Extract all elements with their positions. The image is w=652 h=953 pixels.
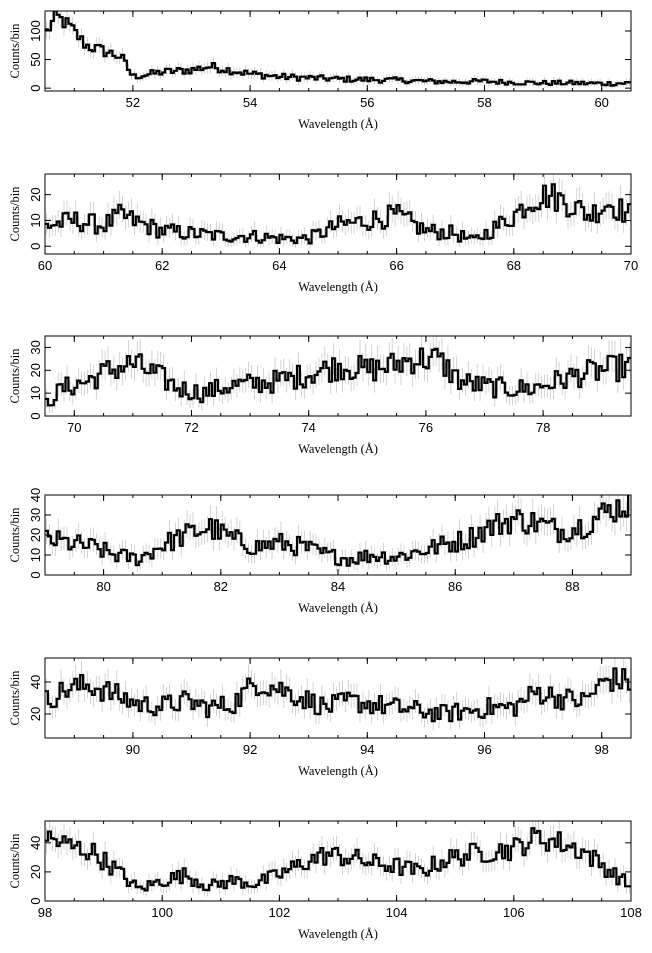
- panel-1-histogram: [45, 11, 631, 87]
- y-tick-label: 30: [28, 508, 43, 522]
- x-axis-title: Wavelength (Å): [298, 280, 378, 294]
- panel-3-histogram: [45, 347, 631, 407]
- x-tick-label: 58: [477, 95, 491, 110]
- y-tick-label: 50: [28, 52, 43, 66]
- x-tick-label: 70: [67, 420, 81, 435]
- x-axis-title: Wavelength (Å): [298, 601, 378, 615]
- panel-5: 90 92 94 96 98 20 40 Wavelength (Å) Counts/bin: [8, 657, 632, 778]
- x-tick-label: 60: [38, 258, 52, 273]
- x-tick-label: 64: [272, 258, 286, 273]
- x-tick-label: 52: [126, 95, 140, 110]
- panel-3: 70 72 74 76 78 0 10 20 30 Wavelength (Å) Counts/bi…: [8, 335, 632, 456]
- y-tick-label: 40: [28, 675, 43, 689]
- y-tick-label: 0: [28, 85, 43, 92]
- panel-5-histogram: [45, 667, 631, 723]
- y-tick-label: 10: [28, 386, 43, 400]
- panel-6: 98 100 102 104 106 108 0 20 40 Wavelength (Å) Coun…: [8, 820, 642, 941]
- x-tick-label: 70: [624, 258, 638, 273]
- y-tick-label: 100: [28, 20, 43, 42]
- x-tick-label: 106: [503, 905, 525, 920]
- y-tick-label: 20: [28, 187, 43, 201]
- y-axis-title: Counts/bin: [8, 670, 22, 726]
- x-tick-label: 88: [565, 579, 579, 594]
- x-tick-label: 62: [155, 258, 169, 273]
- y-tick-label: 20: [28, 707, 43, 721]
- x-axis-title: Wavelength (Å): [298, 927, 378, 941]
- panel-4-error-bars: [46, 495, 630, 573]
- panel-4-histogram: [45, 495, 631, 567]
- y-axis-title: Counts/bin: [8, 833, 22, 889]
- y-axis-title: Counts/bin: [8, 507, 22, 563]
- panel-2: 60 62 64 66 68 70 0 10 20 Wavelength (Å) Counts/bi…: [8, 173, 638, 294]
- x-tick-label: 98: [594, 742, 608, 757]
- x-axis-title: Wavelength (Å): [298, 764, 378, 778]
- x-tick-label: 74: [301, 420, 315, 435]
- y-tick-label: 40: [28, 836, 43, 850]
- y-axis-title: Counts/bin: [8, 23, 22, 79]
- panel-6-frame: [44, 820, 632, 902]
- y-tick-label: 0: [28, 571, 43, 578]
- x-tick-label: 80: [96, 579, 110, 594]
- x-tick-label: 78: [536, 420, 550, 435]
- x-tick-label: 100: [151, 905, 173, 920]
- y-tick-label: 20: [28, 363, 43, 377]
- x-tick-label: 68: [507, 258, 521, 273]
- y-tick-label: 10: [28, 548, 43, 562]
- panel-2-error-bars: [46, 174, 630, 249]
- y-tick-label: 40: [28, 488, 43, 502]
- x-tick-label: 60: [594, 95, 608, 110]
- y-axis-title: Counts/bin: [8, 348, 22, 404]
- x-axis-title: Wavelength (Å): [298, 442, 378, 456]
- x-tick-label: 54: [243, 95, 257, 110]
- y-tick-label: 0: [28, 243, 43, 250]
- x-tick-label: 104: [386, 905, 408, 920]
- y-tick-label: 10: [28, 213, 43, 227]
- panel-2-histogram: [45, 183, 631, 245]
- x-tick-label: 94: [360, 742, 374, 757]
- x-tick-label: 86: [448, 579, 462, 594]
- panel-4-frame: [44, 494, 632, 576]
- x-tick-label: 98: [38, 905, 52, 920]
- panel-1: 52 54 56 58 60 0 50 100 Wavelength (Å) Counts/bin: [8, 10, 632, 131]
- y-tick-label: 0: [28, 897, 43, 904]
- x-tick-label: 84: [331, 579, 345, 594]
- x-tick-label: 108: [620, 905, 642, 920]
- x-axis-title: Wavelength (Å): [298, 117, 378, 131]
- x-tick-label: 76: [419, 420, 433, 435]
- panel-6-histogram: [45, 827, 631, 892]
- x-tick-label: 82: [214, 579, 228, 594]
- x-tick-label: 102: [269, 905, 291, 920]
- x-tick-label: 56: [360, 95, 374, 110]
- y-axis-title: Counts/bin: [8, 186, 22, 242]
- y-tick-label: 20: [28, 865, 43, 879]
- y-tick-label: 0: [28, 412, 43, 419]
- panel-5-error-bars: [46, 658, 630, 731]
- x-tick-label: 90: [126, 742, 140, 757]
- panel-4: 80 82 84 86 88 0 10 20 30 40 Wavelength (Å) Counts/…: [8, 488, 632, 615]
- x-tick-label: 72: [184, 420, 198, 435]
- x-tick-label: 66: [389, 258, 403, 273]
- x-tick-label: 92: [243, 742, 257, 757]
- x-tick-label: 96: [477, 742, 491, 757]
- y-tick-label: 30: [28, 340, 43, 354]
- y-tick-label: 20: [28, 528, 43, 542]
